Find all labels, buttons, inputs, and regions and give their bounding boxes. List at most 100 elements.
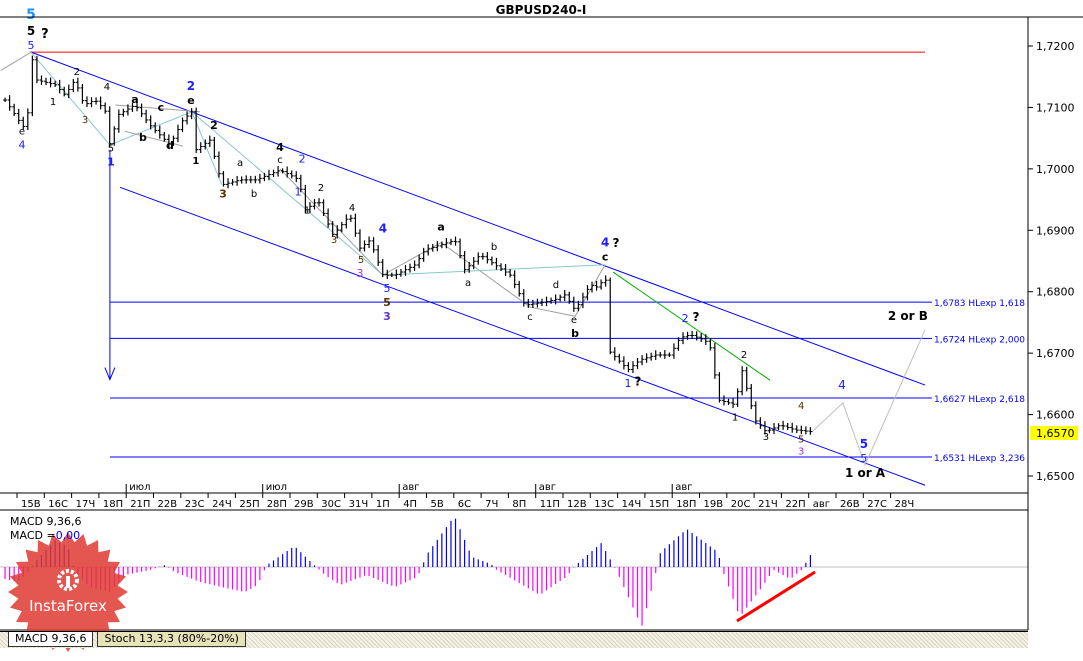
wave-label: c xyxy=(527,312,533,323)
wave-label: 4 xyxy=(798,401,804,412)
x-tick-label: 8П xyxy=(512,499,526,510)
x-tick-label: 14Ч xyxy=(622,499,642,510)
wave-label: 3 xyxy=(798,447,804,458)
wave-label: b xyxy=(251,189,257,200)
x-month-marker: авг xyxy=(539,482,556,493)
x-tick-label: 28Ч xyxy=(895,499,915,510)
y-tick-label: 1,7100 xyxy=(1036,101,1075,114)
wave-label: 4 xyxy=(18,139,25,152)
wave-label: 5 xyxy=(26,7,36,23)
x-tick-label: 28П xyxy=(267,499,287,510)
wave-label: 5 xyxy=(27,24,35,38)
x-tick-label: 27С xyxy=(867,499,887,510)
logo-text: InstaForex xyxy=(29,597,107,615)
wave-label: d xyxy=(553,280,559,291)
logo-gear-stem xyxy=(66,576,70,588)
tab-macd[interactable]: MACD 9,36,6 xyxy=(8,632,94,647)
wave-label: 1 xyxy=(294,185,301,198)
wave-label: ? xyxy=(41,27,49,42)
x-tick-label: авг xyxy=(813,499,830,510)
level-label: 1,6627 HLexp 2,618 xyxy=(934,395,1025,405)
x-tick-label: 22П xyxy=(785,499,805,510)
x-month-marker: авг xyxy=(402,482,419,493)
x-tick-label: 18П xyxy=(676,499,696,510)
wave-line-gray-2 xyxy=(279,168,606,317)
x-tick-label: 13С xyxy=(594,499,614,510)
y-tick-label: 1,7200 xyxy=(1036,40,1075,53)
arrow-down-icon xyxy=(104,367,116,381)
logo-gear-icon xyxy=(57,569,79,591)
wave-label: 2 xyxy=(299,153,306,166)
wave-label: 5 xyxy=(383,296,391,309)
wave-label: 3 xyxy=(82,115,88,126)
wave-label: c xyxy=(158,101,165,114)
x-month-marker: июл xyxy=(266,482,287,493)
wave-label: 4 xyxy=(104,82,110,93)
y-tick-label: 1,6900 xyxy=(1036,224,1075,237)
x-tick-label: 31Ч xyxy=(349,499,369,510)
wave-label: 5 xyxy=(798,435,804,446)
level-label: 1,6531 HLexp 3,236 xyxy=(934,454,1025,464)
upper-channel xyxy=(30,51,926,386)
wave-line-gray-1 xyxy=(0,51,32,71)
x-tick-label: 21Ч xyxy=(758,499,778,510)
x-tick-label: 17Ч xyxy=(76,499,96,510)
y-tick-label: 1,6600 xyxy=(1036,409,1075,422)
x-tick-label: 29В xyxy=(294,499,314,510)
wave-label: 1 xyxy=(192,156,199,167)
wave-line-gray-triangle-top xyxy=(115,104,201,113)
tab-stoch[interactable]: Stoch 13,3,3 (80%-20%) xyxy=(97,632,246,647)
wave-label: c xyxy=(277,155,283,166)
x-tick-label: 25П xyxy=(239,499,259,510)
wave-label: 2 xyxy=(318,183,324,194)
x-tick-label: 22В xyxy=(158,499,178,510)
wave-label: 2 xyxy=(74,67,80,78)
wave-line-teal-3 xyxy=(382,264,606,276)
logo-starburst xyxy=(8,532,128,652)
wave-label: ? xyxy=(693,310,700,324)
x-tick-label: 19В xyxy=(704,499,724,510)
wave-line-teal-2 xyxy=(191,111,384,276)
wave-label: 1 xyxy=(50,97,56,108)
level-label: 1,6783 HLexp 1,618 xyxy=(934,299,1025,309)
price-panel[interactable]: 1,6783 HLexp 1,618 1,6724 HLexp 2,000 1,66… xyxy=(0,51,1026,486)
wave-label: 3 xyxy=(356,267,363,280)
wave-label: d xyxy=(166,139,174,152)
wave-label: 1 xyxy=(304,206,310,217)
wave-label: c xyxy=(602,250,609,263)
x-tick-label: 16С xyxy=(48,499,68,510)
wave-label: ? xyxy=(634,375,641,389)
wave-label: 4 xyxy=(838,378,846,392)
wave-label: 2 xyxy=(210,119,218,132)
wave-label: 2 or B xyxy=(888,309,928,323)
wave-label: ? xyxy=(613,236,620,250)
wave-label: 4 xyxy=(349,203,355,214)
x-tick-label: 1П xyxy=(376,499,390,510)
wave-label: 5 xyxy=(860,437,868,451)
green-trendline xyxy=(612,271,771,381)
wave-label: e xyxy=(19,127,25,138)
wave-label: 3 xyxy=(383,310,391,323)
wave-label: e xyxy=(187,94,194,107)
x-tick-label: 26В xyxy=(840,499,860,510)
wave-label: 4 xyxy=(276,141,284,154)
wave-label: a xyxy=(437,220,444,233)
wave-label: a xyxy=(131,93,138,106)
wave-label: 3 xyxy=(331,235,337,246)
current-price-label: 1,6570 xyxy=(1036,427,1075,440)
x-month-marker: авг xyxy=(675,482,692,493)
wave-label: 3 xyxy=(219,188,227,201)
x-tick-label: 23С xyxy=(185,499,205,510)
current-price-box xyxy=(1030,426,1078,441)
wave-label: 1 or A xyxy=(845,466,886,480)
projection-path xyxy=(811,329,926,467)
x-tick-label: 7Ч xyxy=(485,499,498,510)
wave-label: 3 xyxy=(763,432,769,443)
wave-label: 5 xyxy=(28,39,35,52)
macd-value-caption: MACD = xyxy=(10,529,56,542)
wave-label: 1 xyxy=(732,413,738,424)
lower-channel xyxy=(119,186,926,486)
x-tick-label: 4П xyxy=(403,499,417,510)
